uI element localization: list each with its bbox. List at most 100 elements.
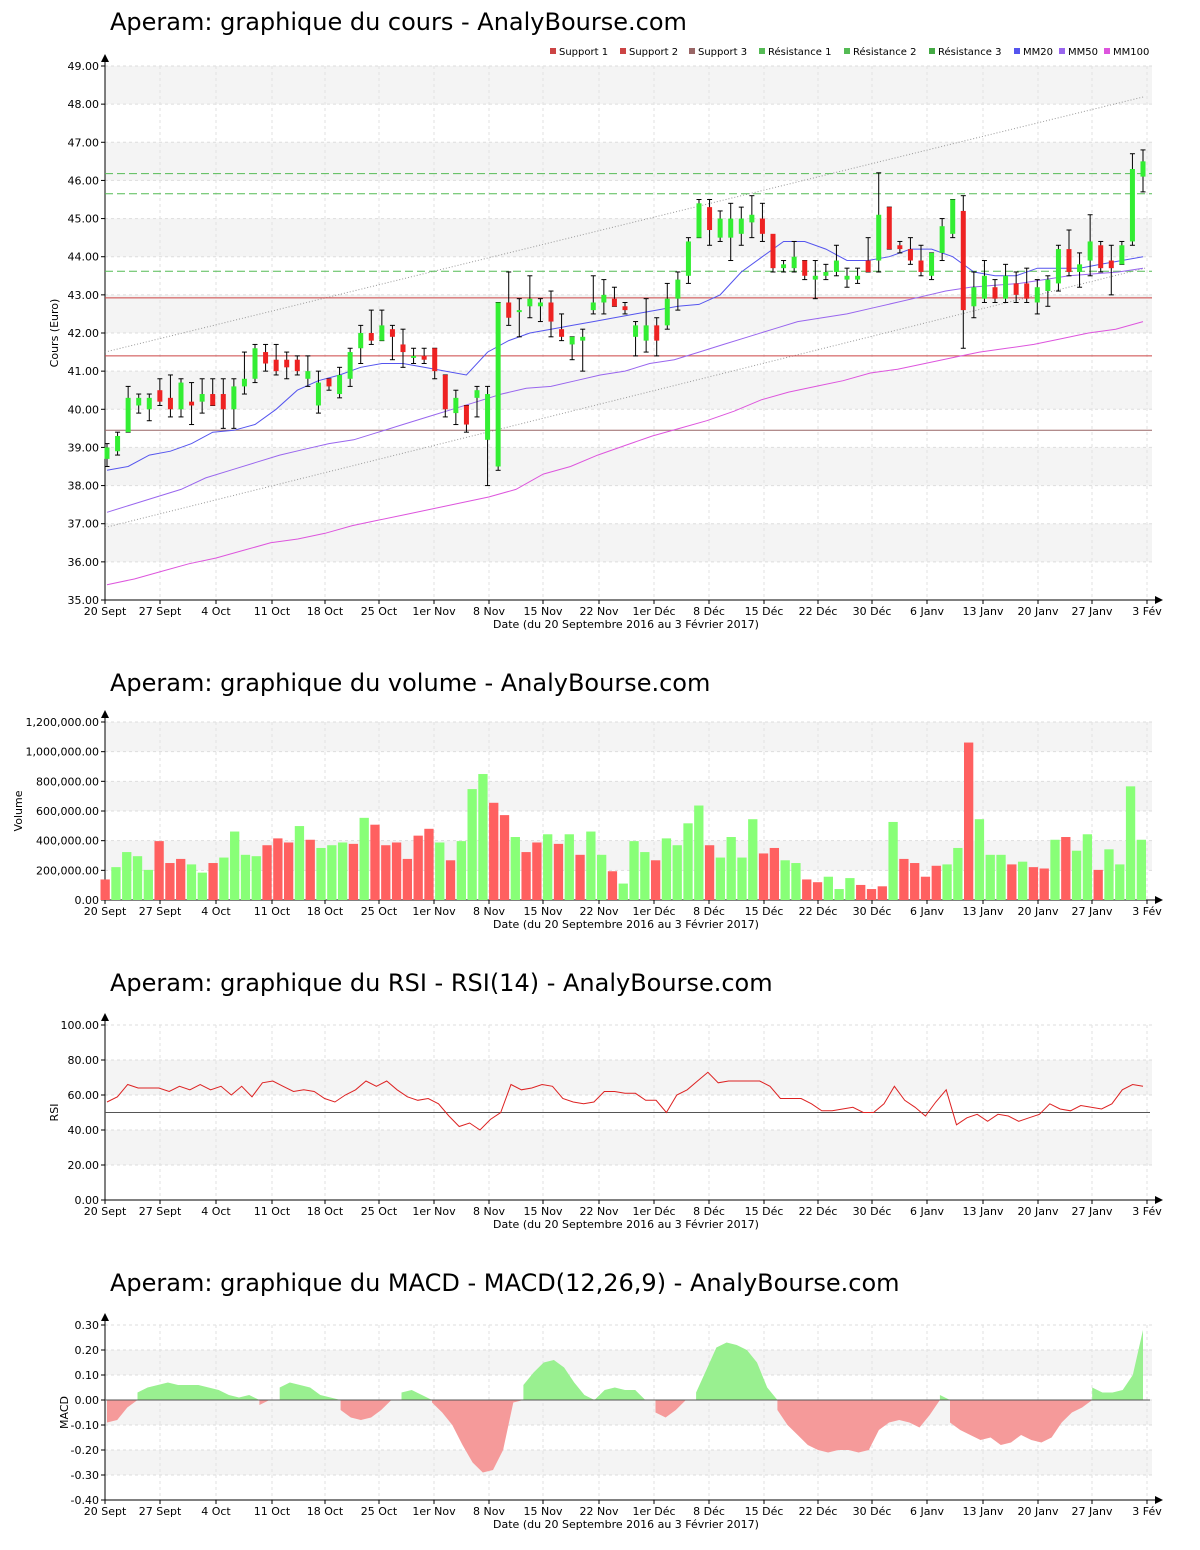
candle-body	[1098, 245, 1104, 269]
y-axis-arrow	[101, 710, 109, 718]
volume-bar	[467, 789, 477, 900]
y-tick-label: 43.00	[68, 289, 100, 302]
candle-body	[495, 302, 501, 467]
volume-bar	[650, 860, 661, 900]
volume-bar	[208, 863, 218, 900]
x-tick-label: 27 Sept	[139, 1205, 182, 1218]
macd-area-negative	[107, 1400, 138, 1423]
candle-body	[347, 352, 353, 379]
x-tick-label: 8 Déc	[693, 905, 725, 918]
candle-body	[337, 374, 343, 395]
y-tick-label: 20.00	[68, 1159, 100, 1172]
candle-body	[358, 333, 364, 349]
volume-bar	[942, 864, 952, 900]
x-tick-label: 11 Oct	[254, 605, 291, 618]
y-tick-label: 35.00	[68, 594, 100, 607]
candle-body	[442, 374, 448, 410]
volume-bar	[564, 834, 574, 900]
volume-bar	[877, 886, 887, 900]
x-tick-label: 27 Sept	[139, 605, 182, 618]
candle-body	[855, 275, 861, 280]
x-axis-label: Date (du 20 Septembre 2016 au 3 Février …	[493, 1218, 759, 1231]
volume-bar	[683, 823, 693, 900]
x-tick-label: 22 Nov	[580, 1505, 619, 1518]
candle-body	[981, 275, 987, 299]
y-axis-label: MACD	[58, 1396, 71, 1429]
x-tick-label: 8 Déc	[693, 1205, 725, 1218]
volume-bar	[640, 852, 650, 900]
candle-body	[580, 336, 586, 341]
candle-body	[865, 260, 871, 272]
x-axis-label: Date (du 20 Septembre 2016 au 3 Février …	[493, 918, 759, 930]
volume-bar	[521, 852, 531, 900]
macd-area-positive	[137, 1382, 260, 1400]
y-tick-label: 38.00	[68, 480, 100, 493]
x-tick-label: 11 Oct	[254, 905, 291, 918]
volume-bar	[219, 857, 229, 900]
mm100-line	[106, 321, 1144, 586]
x-tick-label: 11 Oct	[254, 1205, 291, 1218]
legend-label: Support 3	[698, 47, 747, 58]
x-tick-label: 27 Sept	[139, 905, 182, 918]
volume-bar	[1125, 786, 1136, 900]
candle-body	[231, 386, 237, 410]
y-tick-label: 60.00	[68, 1089, 100, 1102]
x-tick-label: 1er Nov	[412, 605, 456, 618]
volume-bar	[1039, 868, 1049, 900]
volume-bar	[478, 774, 488, 900]
candle-body	[918, 260, 924, 272]
candle-body	[812, 275, 818, 280]
volume-bar	[1136, 839, 1146, 900]
y-tick-label: 40.00	[68, 403, 100, 416]
volume-bar	[737, 857, 747, 900]
candle-body	[929, 252, 935, 276]
band	[105, 294, 1152, 333]
candle-body	[601, 294, 607, 303]
volume-bar	[1093, 869, 1103, 900]
volume-bar	[802, 879, 812, 900]
volume-bar	[381, 845, 391, 900]
macd-chart: -0.40 -0.30 -0.20 -0.10 0.00 0.10 0.20 0.30 20 S…	[58, 1313, 1163, 1531]
band	[105, 371, 1152, 410]
y-tick-label: 46.00	[68, 174, 100, 187]
candle-body	[453, 397, 459, 414]
candle-body	[527, 298, 533, 307]
x-axis-arrow	[1155, 1196, 1163, 1204]
y-tick-label: 44.00	[68, 251, 100, 264]
volume-chart-title: Aperam: graphique du volume - AnalyBours…	[110, 669, 711, 697]
candle-body	[950, 199, 956, 234]
band	[105, 1130, 1152, 1165]
legend-swatch	[1104, 48, 1110, 54]
candle-body	[241, 378, 247, 387]
candle-body	[1129, 168, 1135, 242]
candle-body	[897, 245, 903, 250]
y-tick-label: 37.00	[68, 518, 100, 531]
volume-bar	[1115, 864, 1125, 900]
x-tick-label: 11 Oct	[254, 1505, 291, 1518]
x-tick-label: 1er Nov	[412, 905, 456, 918]
candle-body	[136, 397, 142, 406]
volume-bar	[132, 856, 143, 900]
x-axis-arrow	[1155, 1496, 1163, 1504]
x-tick-label: 20 Sept	[84, 905, 127, 918]
y-tick-label: 1,200,000.00	[26, 716, 99, 729]
candle-body	[516, 310, 522, 313]
x-tick-label: 13 Janv	[963, 605, 1004, 618]
x-tick-label: 20 Janv	[1018, 905, 1059, 918]
band	[105, 1450, 1152, 1475]
candle-body	[759, 218, 765, 234]
x-tick-label: 22 Nov	[580, 905, 619, 918]
band	[105, 1350, 1152, 1375]
x-tick-label: 20 Janv	[1018, 1205, 1059, 1218]
legend-swatch	[550, 48, 556, 54]
volume-bar	[791, 863, 801, 900]
volume-bar	[672, 845, 682, 900]
volume-bar	[337, 842, 348, 900]
volume-bar	[413, 835, 423, 900]
x-tick-label: 20 Sept	[84, 605, 127, 618]
legend-label: Résistance 2	[853, 46, 916, 58]
candle-body	[654, 325, 660, 341]
candle-body	[559, 329, 565, 337]
y-tick-label: 0.10	[75, 1369, 100, 1382]
candle-body	[992, 287, 998, 299]
